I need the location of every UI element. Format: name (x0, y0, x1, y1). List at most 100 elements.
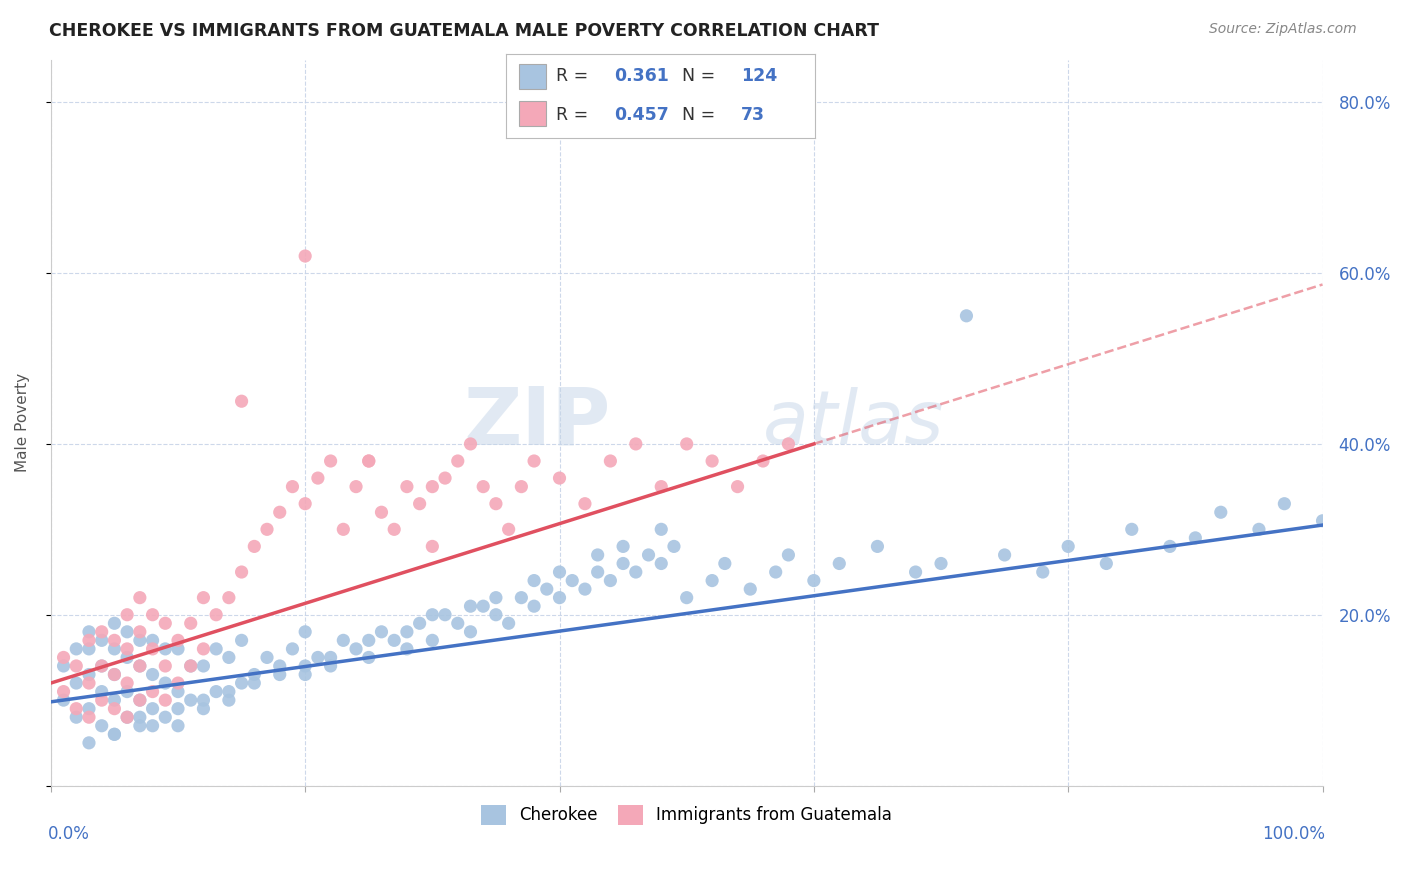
Point (420, 480, 443, 494)
Point (548, 565, 571, 579)
Point (128, 591, 150, 605)
Point (523, 599, 546, 614)
Point (370, 624, 392, 639)
Point (193, 641, 215, 656)
Point (650, 522, 672, 536)
Point (1209, 505, 1232, 519)
Point (357, 454, 380, 468)
Point (256, 522, 278, 536)
Text: Source: ZipAtlas.com: Source: ZipAtlas.com (1209, 22, 1357, 37)
Point (294, 497, 316, 511)
Bar (519, 63, 547, 89)
Point (1159, 540, 1181, 554)
Point (866, 540, 889, 554)
Text: 0.361: 0.361 (614, 68, 669, 86)
Point (675, 591, 697, 605)
Point (115, 676, 138, 690)
Text: N =: N = (682, 106, 721, 124)
Text: ZIP: ZIP (463, 384, 610, 461)
Point (434, 471, 457, 485)
Point (115, 710, 138, 724)
Point (65, 659, 87, 673)
Text: 100.0%: 100.0% (1263, 825, 1324, 844)
Point (1057, 540, 1080, 554)
Point (65, 701, 87, 715)
Point (612, 540, 634, 554)
Point (52, 684, 75, 698)
Point (167, 633, 190, 648)
Point (77, 624, 100, 639)
Point (115, 650, 138, 665)
Point (115, 624, 138, 639)
Point (167, 719, 190, 733)
Point (994, 548, 1017, 562)
Point (218, 591, 240, 605)
Point (243, 540, 266, 554)
Point (231, 394, 253, 409)
Point (536, 582, 558, 596)
Point (180, 659, 202, 673)
Point (193, 693, 215, 707)
Point (370, 505, 392, 519)
Point (155, 710, 177, 724)
Point (420, 633, 443, 648)
Point (434, 607, 457, 622)
Point (193, 659, 215, 673)
Point (460, 624, 482, 639)
Point (103, 693, 125, 707)
Point (115, 641, 138, 656)
Point (765, 565, 787, 579)
Point (90, 719, 112, 733)
Point (714, 557, 737, 571)
Point (142, 684, 165, 698)
Point (167, 676, 190, 690)
Point (52, 650, 75, 665)
Point (382, 633, 405, 648)
Point (103, 667, 125, 681)
Text: N =: N = (682, 68, 721, 86)
Point (115, 710, 138, 724)
Point (90, 633, 112, 648)
Point (103, 641, 125, 656)
Point (103, 701, 125, 715)
Point (142, 719, 165, 733)
Point (205, 684, 228, 698)
Point (77, 667, 100, 681)
Point (77, 701, 100, 715)
Point (103, 727, 125, 741)
Point (586, 565, 609, 579)
Point (955, 309, 977, 323)
Point (447, 454, 470, 468)
Text: R =: R = (555, 68, 593, 86)
Point (243, 676, 266, 690)
Point (52, 659, 75, 673)
Point (180, 616, 202, 631)
Point (256, 650, 278, 665)
Point (193, 701, 215, 715)
Point (115, 607, 138, 622)
Point (395, 624, 418, 639)
Point (128, 693, 150, 707)
Point (155, 641, 177, 656)
Bar (519, 101, 547, 127)
Point (828, 557, 851, 571)
Point (103, 616, 125, 631)
Point (90, 624, 112, 639)
Point (344, 641, 367, 656)
Point (155, 616, 177, 631)
Point (332, 633, 354, 648)
Text: R =: R = (555, 106, 593, 124)
Point (1312, 514, 1334, 528)
Point (1272, 497, 1295, 511)
Point (599, 454, 621, 468)
Point (205, 641, 228, 656)
Point (1095, 557, 1118, 571)
Point (357, 650, 380, 665)
Point (281, 480, 304, 494)
Point (180, 693, 202, 707)
Point (65, 641, 87, 656)
Point (460, 599, 482, 614)
Point (420, 540, 443, 554)
Point (128, 693, 150, 707)
Point (77, 676, 100, 690)
